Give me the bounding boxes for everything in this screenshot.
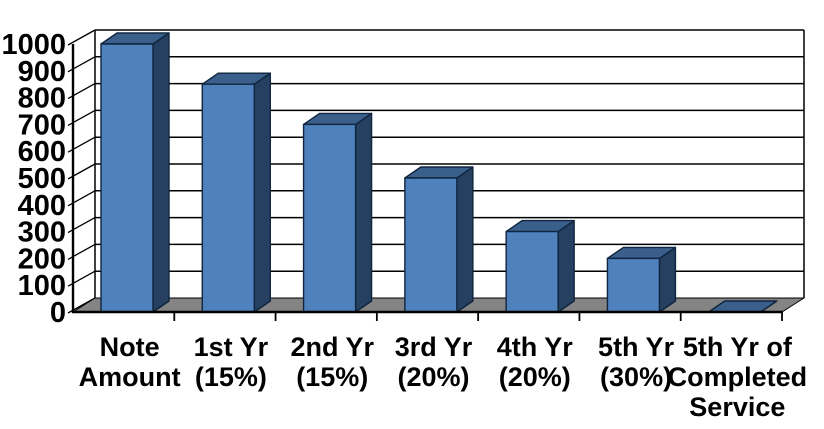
x-category-label: 1st Yr bbox=[194, 332, 269, 362]
x-category-label: 2nd Yr bbox=[290, 332, 374, 362]
bar-side bbox=[253, 72, 271, 313]
y-tick-label: 500 bbox=[18, 163, 66, 195]
bar-front bbox=[201, 83, 255, 313]
x-category-label: (30%) bbox=[600, 362, 672, 392]
bar-side bbox=[557, 219, 575, 313]
bar-side bbox=[152, 32, 170, 313]
x-category-label: 5th Yr of bbox=[683, 332, 793, 362]
y-tick-label: 0 bbox=[50, 297, 66, 329]
bar-front bbox=[100, 43, 154, 313]
y-tick-label: 400 bbox=[18, 190, 66, 222]
x-category-label: Completed bbox=[668, 362, 808, 392]
x-category-label: (15%) bbox=[296, 362, 368, 392]
x-category-label: 5th Yr bbox=[598, 332, 675, 362]
x-category-label: (15%) bbox=[195, 362, 267, 392]
y-tick-label: 1000 bbox=[1, 29, 66, 61]
x-category-label: 3rd Yr bbox=[395, 332, 473, 362]
y-tick-label: 300 bbox=[18, 217, 66, 249]
bar-front bbox=[404, 177, 458, 313]
bar-front bbox=[606, 257, 661, 313]
y-tick bbox=[67, 29, 96, 46]
bar-side bbox=[354, 112, 373, 313]
x-category-label: 4th Yr bbox=[497, 332, 574, 362]
bar-front bbox=[505, 230, 559, 313]
bar-front bbox=[302, 123, 357, 313]
x-category-label: Note bbox=[100, 332, 160, 362]
bar-side bbox=[456, 166, 474, 313]
y-tick-label: 700 bbox=[18, 109, 66, 141]
y-tick-label: 800 bbox=[18, 83, 66, 115]
y-tick-label: 900 bbox=[18, 56, 66, 88]
y-tick-label: 200 bbox=[18, 243, 66, 275]
x-category-label: (20%) bbox=[499, 362, 571, 392]
x-category-label: Amount bbox=[79, 362, 181, 392]
x-category-label: Service bbox=[689, 392, 785, 422]
x-category-label: (20%) bbox=[397, 362, 469, 392]
y-tick-label: 600 bbox=[18, 136, 66, 168]
y-tick-label: 100 bbox=[18, 270, 66, 302]
